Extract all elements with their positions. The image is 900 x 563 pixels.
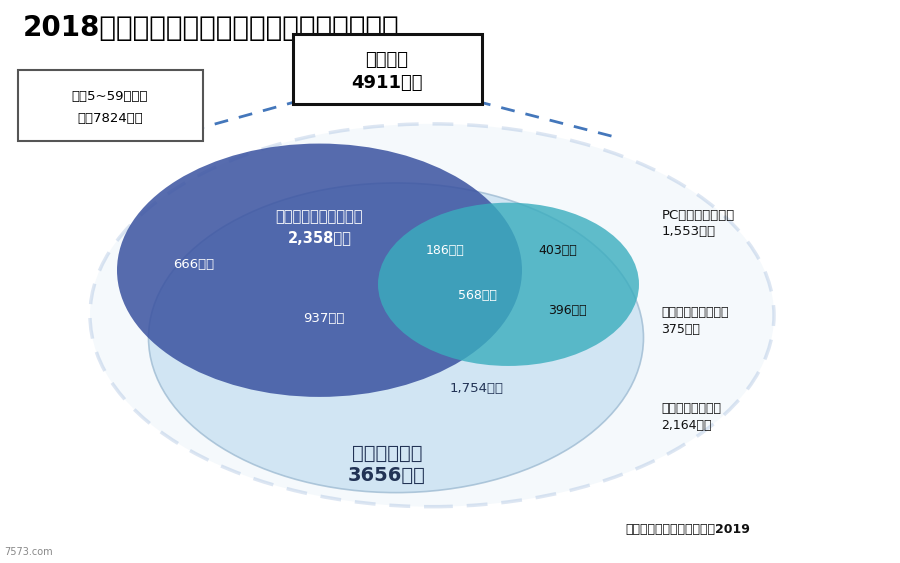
Ellipse shape [90, 124, 774, 507]
Text: 937万人: 937万人 [303, 311, 345, 325]
Text: 2,358万人: 2,358万人 [288, 230, 351, 245]
Text: 1,553万人: 1,553万人 [662, 225, 716, 239]
Text: 移动游戏用户: 移动游戏用户 [352, 444, 422, 463]
Text: 游戏用户: 游戏用户 [365, 51, 409, 69]
Text: 375万人: 375万人 [662, 323, 700, 336]
Text: 3656万人: 3656万人 [348, 466, 426, 485]
Text: 666万人: 666万人 [173, 258, 214, 271]
Text: 7573.com: 7573.com [4, 547, 53, 557]
Text: 403万人: 403万人 [538, 244, 578, 257]
Text: 总共7824万人: 总共7824万人 [76, 112, 143, 126]
Circle shape [117, 144, 522, 397]
FancyBboxPatch shape [18, 70, 202, 141]
Circle shape [378, 203, 639, 366]
Text: 396万人: 396万人 [548, 304, 586, 318]
Text: 日本5~59岁人群: 日本5~59岁人群 [72, 90, 148, 104]
Text: 186万人: 186万人 [426, 244, 465, 257]
Ellipse shape [148, 183, 644, 493]
Text: 1,754万人: 1,754万人 [450, 382, 504, 395]
Text: PCゲームユーザー: PCゲームユーザー [662, 208, 734, 222]
Text: 家庭用ゲームユーザー: 家庭用ゲームユーザー [275, 209, 364, 224]
Text: 出典：ファミ通ゲーム白書2019: 出典：ファミ通ゲーム白書2019 [626, 523, 751, 536]
Text: ゲーム潜在ユーザー: ゲーム潜在ユーザー [662, 306, 729, 319]
Text: 2018年日本游戏市场不同平台游戏用户分布图: 2018年日本游戏市场不同平台游戏用户分布图 [22, 14, 399, 42]
Text: 2,164万人: 2,164万人 [662, 418, 712, 432]
Text: 非ゲームユーザー: 非ゲームユーザー [662, 401, 722, 415]
FancyBboxPatch shape [292, 34, 482, 104]
Text: 568万人: 568万人 [457, 289, 497, 302]
Text: 4911万人: 4911万人 [351, 74, 423, 92]
